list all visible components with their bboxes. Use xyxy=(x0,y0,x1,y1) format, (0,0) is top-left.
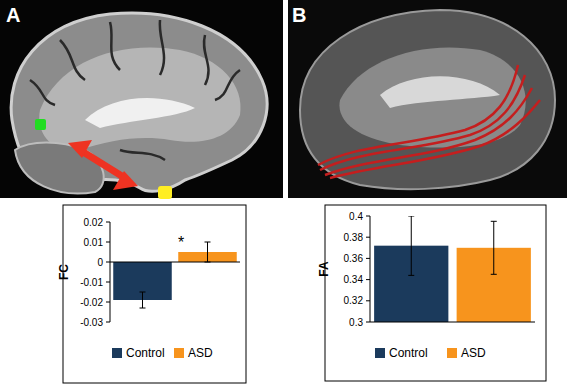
y-tick-label: 0.32 xyxy=(344,295,364,306)
sulcus xyxy=(110,22,120,70)
sulcus xyxy=(120,150,165,160)
y-tick xyxy=(106,282,110,283)
y-tick xyxy=(366,300,370,301)
mri-panel-a xyxy=(0,0,283,199)
y-tick xyxy=(366,258,370,259)
y-tick-label: 0.4 xyxy=(349,211,363,222)
legend-swatch xyxy=(112,348,122,358)
sulcus xyxy=(215,70,240,100)
y-tick-label: 0.34 xyxy=(344,274,364,285)
y-tick xyxy=(366,322,370,323)
y-tick-label: -0.01 xyxy=(80,277,103,288)
legend-swatch xyxy=(375,348,385,358)
bars xyxy=(113,242,237,308)
white-matter xyxy=(39,48,240,151)
seed-region-green xyxy=(35,119,46,130)
legend-label: ASD xyxy=(461,346,486,360)
y-axis xyxy=(110,222,111,322)
fiber-tract xyxy=(330,100,540,178)
image-background xyxy=(0,0,283,198)
cerebellum xyxy=(15,143,104,194)
error-stem xyxy=(207,242,208,262)
brain-outline xyxy=(300,10,555,189)
dti-panel-b xyxy=(288,0,567,198)
y-tick xyxy=(106,242,110,243)
legend-label: Control xyxy=(126,346,165,360)
corpus-callosum xyxy=(85,98,195,128)
y-tick xyxy=(366,237,370,238)
arrow-head xyxy=(68,140,92,158)
error-cap xyxy=(408,275,414,276)
y-tick xyxy=(106,222,110,223)
corpus-callosum xyxy=(380,76,500,108)
y-tick xyxy=(366,279,370,280)
chart-frame xyxy=(63,205,246,383)
y-axis-label: FC xyxy=(57,264,71,280)
fiber-tract xyxy=(325,88,532,175)
y-tick-label: 0.36 xyxy=(344,253,364,264)
image-background xyxy=(288,0,567,198)
significance-marker: * xyxy=(178,234,184,251)
x-axis xyxy=(370,322,535,323)
error-cap xyxy=(491,221,497,222)
error-bar xyxy=(140,292,146,308)
sulcus xyxy=(160,20,164,75)
bars xyxy=(374,216,531,322)
figure: A -0.03 -0.02 -0.01 0 0.01 0.02 FC * Control ASD B 0… xyxy=(0,0,567,389)
error-bar xyxy=(408,216,414,275)
x-axis xyxy=(110,262,240,263)
bar-chart: B 0.3 0.32 0.34 0.36 0.38 0.4 FA Control ASD xyxy=(292,4,546,381)
error-cap xyxy=(408,216,414,217)
error-cap xyxy=(140,308,146,309)
error-cap xyxy=(140,292,146,293)
error-stem xyxy=(142,292,143,308)
error-stem xyxy=(411,216,412,275)
y-tick-label: 0.38 xyxy=(344,232,364,243)
y-tick xyxy=(106,322,110,323)
y-tick-label: -0.02 xyxy=(80,297,103,308)
y-tick xyxy=(106,262,110,263)
error-stem xyxy=(493,221,494,274)
y-tick-label: -0.03 xyxy=(80,317,103,328)
y-tick xyxy=(366,216,370,217)
connection-arrow xyxy=(80,150,125,178)
bar-chart: A -0.03 -0.02 -0.01 0 0.01 0.02 FC * Control ASD xyxy=(6,4,246,383)
sulcus xyxy=(30,80,55,105)
y-tick-label: 0.01 xyxy=(84,237,104,248)
panel-label: A xyxy=(6,4,20,26)
y-axis-label: FA xyxy=(317,261,331,277)
y-tick xyxy=(106,302,110,303)
y-tick-label: 0 xyxy=(97,257,103,268)
y-tick-label: 0.3 xyxy=(349,317,363,328)
seed-region-yellow xyxy=(158,186,172,199)
y-axis xyxy=(370,216,371,322)
y-tick-label: 0.02 xyxy=(84,217,104,228)
sulcus xyxy=(60,40,85,80)
legend-label: Control xyxy=(389,346,428,360)
legend-swatch xyxy=(447,348,457,358)
legend-label: ASD xyxy=(188,346,213,360)
panel-label: B xyxy=(292,4,306,26)
legend-swatch xyxy=(174,348,184,358)
sulcus xyxy=(204,35,209,85)
error-cap xyxy=(491,274,497,275)
chart-frame xyxy=(325,205,546,381)
fiber-tract xyxy=(320,75,525,170)
fiber-tract xyxy=(318,65,518,165)
arrow-head xyxy=(113,171,138,190)
error-cap xyxy=(205,242,211,243)
white-matter xyxy=(339,47,525,147)
error-bar xyxy=(491,221,497,274)
error-bar xyxy=(205,242,211,262)
